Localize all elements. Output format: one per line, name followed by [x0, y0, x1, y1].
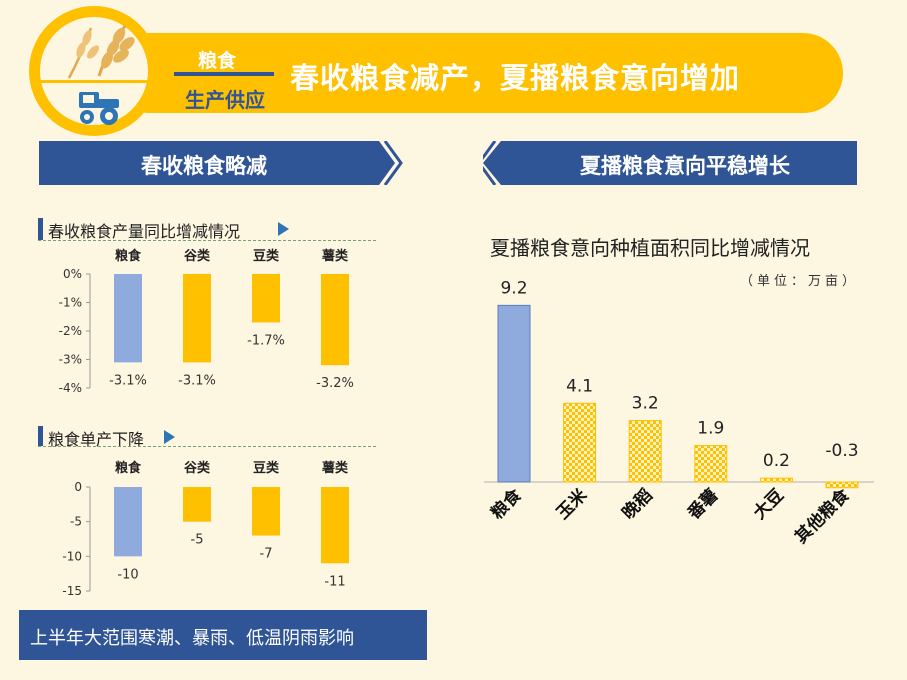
- chart2-title: 粮食单产下降: [48, 430, 145, 449]
- chart1-tick-label: -2%: [59, 324, 82, 338]
- chart1-bar: [252, 274, 280, 323]
- chart3-category-label: 番薯: [683, 485, 723, 525]
- chart1-title-marker: [38, 218, 43, 240]
- chart1-title: 春收粮食产量同比增减情况: [48, 222, 241, 241]
- chart1-svg: 0% -1% -2% -3% -4% 粮食 -3.1% 谷类 -3.1% 豆类 -1.7% 薯类 -3.…: [59, 248, 354, 395]
- chart3-bar: [563, 402, 597, 483]
- chart2-title-rule: [38, 446, 376, 447]
- chart1-bar: [183, 274, 211, 363]
- header-tag-divider: [174, 72, 274, 76]
- header-emblem: [29, 6, 159, 136]
- chart3-category-label: 玉米: [552, 484, 592, 524]
- chart2-bar: [252, 487, 280, 536]
- chart1-value-label: -3.1%: [178, 373, 216, 388]
- header-tag: 粮食: [197, 50, 236, 72]
- chart2-value-label: -11: [324, 574, 345, 589]
- chart3-title: 夏播粮食意向种植面积同比增减情况: [490, 236, 810, 260]
- chart3-value-label: 9.2: [500, 280, 527, 298]
- chart2-value-label: -7: [260, 547, 273, 562]
- left-footer-box: [19, 610, 427, 660]
- header-subtag: 生产供应: [185, 88, 265, 112]
- chart2-category-label: 粮食: [115, 460, 142, 476]
- right-banner: 夏播粮食意向平稳增长: [483, 141, 857, 185]
- chart3-value-label: -0.3: [825, 441, 858, 461]
- chart3-category-label: 大豆: [749, 485, 788, 524]
- chart3-value-label: 1.9: [697, 419, 724, 439]
- chart1-tick-label: 0%: [63, 267, 82, 281]
- chart3-bar: [825, 481, 859, 489]
- left-footer-text: 上半年大范围寒潮、暴雨、低温阴雨影响: [30, 628, 354, 649]
- chart2-value-label: -10: [117, 567, 138, 582]
- chart2-tick-label: 0: [74, 480, 82, 494]
- chart1-title-arrow: [278, 222, 289, 236]
- right-banner-label: 夏播粮食意向平稳增长: [580, 154, 790, 178]
- chart2-svg: 0 -5 -10 -15 粮食 -10 谷类 -5 豆类 -7 薯类 -11: [62, 460, 349, 598]
- chart2-category-label: 薯类: [321, 460, 349, 476]
- chart1-value-label: -1.7%: [247, 333, 285, 348]
- chart1-category-label: 薯类: [321, 248, 349, 264]
- chart2-tick-label: -15: [62, 584, 82, 598]
- chart1-title-rule: [38, 240, 376, 241]
- chart2-bar: [183, 487, 211, 522]
- chart1-category-label: 谷类: [184, 248, 211, 264]
- chart2-title-marker: [38, 426, 43, 446]
- chart2-tick-label: -10: [62, 549, 82, 563]
- chart1-tick-label: -4%: [59, 381, 82, 395]
- chart3-category-label: 晚稻: [618, 485, 657, 524]
- chart3-bar: [759, 477, 793, 483]
- chart3-bar: [628, 420, 662, 483]
- left-banner: 春收粮食略减: [39, 141, 415, 185]
- chart1-tick-label: -3%: [59, 353, 82, 367]
- chart2-tick-label: -5: [70, 515, 82, 529]
- chart2-category-label: 豆类: [253, 460, 280, 476]
- chart3-value-label: 4.1: [566, 376, 593, 396]
- chart3-bar: [694, 445, 728, 483]
- chart3-svg: 9.2 粮食 4.1 玉米 3.2 晚稻 1.9 番薯 0.2 大豆 -0.3 其他粮食: [484, 280, 874, 548]
- chart1-value-label: -3.2%: [316, 376, 354, 391]
- chart1-tick-label: -1%: [59, 296, 82, 310]
- chart1-bar: [114, 274, 142, 363]
- chart3-value-label: 3.2: [632, 394, 659, 414]
- chart1-category-label: 粮食: [115, 248, 142, 264]
- left-banner-label: 春收粮食略减: [141, 154, 267, 178]
- chart1-value-label: -3.1%: [109, 373, 147, 388]
- chart3-category-label: 粮食: [487, 484, 527, 524]
- chart2-value-label: -5: [191, 533, 204, 548]
- chart2-category-label: 谷类: [184, 460, 211, 476]
- chart1-category-label: 豆类: [253, 248, 280, 264]
- chart3-unit: （单位：万亩）: [740, 274, 860, 289]
- chart3-category-label: 其他粮食: [791, 484, 855, 548]
- chart1-bar: [321, 274, 349, 366]
- chart3-value-label: 0.2: [763, 451, 790, 471]
- chart3-bar: [497, 304, 531, 483]
- chart2-title-arrow: [164, 430, 175, 444]
- chart2-bar: [114, 487, 142, 557]
- tractor-icon: [79, 92, 119, 125]
- page-title: 春收粮食减产，夏播粮食意向增加: [290, 61, 741, 95]
- wheat-icon: [67, 25, 135, 79]
- chart2-bar: [321, 487, 349, 564]
